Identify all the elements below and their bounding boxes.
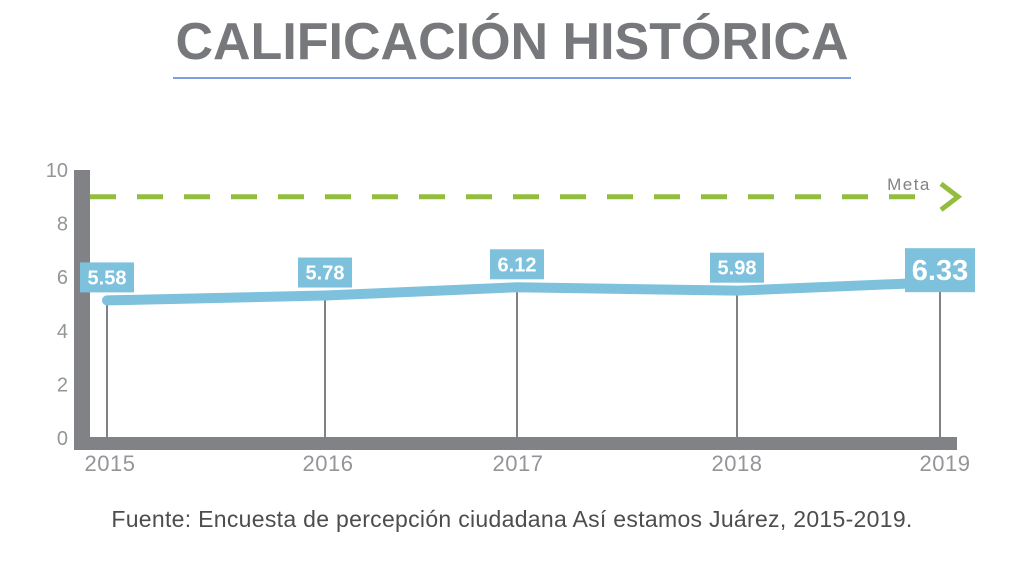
data-label: 5.58 bbox=[88, 267, 127, 289]
x-tick-label: 2019 bbox=[920, 451, 971, 476]
goal-arrow-icon bbox=[939, 181, 963, 212]
page-title: CALIFICACIÓN HISTÓRICA bbox=[173, 13, 851, 80]
y-tick-label: 6 bbox=[57, 267, 68, 289]
data-label: 6.12 bbox=[498, 254, 537, 276]
data-label-box bbox=[905, 248, 975, 293]
x-tick-label: 2018 bbox=[712, 451, 763, 476]
y-axis-bar bbox=[74, 170, 90, 450]
y-tick-label: 0 bbox=[57, 428, 68, 450]
data-label: 5.78 bbox=[306, 263, 345, 285]
x-tick-label: 2016 bbox=[303, 451, 354, 476]
data-label: 5.98 bbox=[718, 258, 757, 280]
x-axis-bar bbox=[74, 437, 957, 450]
source-note: Fuente: Encuesta de percepción ciudadana… bbox=[111, 506, 913, 532]
title-area: CALIFICACIÓN HISTÓRICA bbox=[0, 0, 1024, 80]
x-tick-label: 2015 bbox=[85, 451, 136, 476]
y-tick-label: 8 bbox=[57, 214, 68, 236]
data-label-box bbox=[710, 252, 764, 283]
goal-label: Meta bbox=[887, 175, 931, 194]
data-label-box bbox=[298, 257, 352, 288]
score-line bbox=[102, 277, 945, 306]
y-tick-label: 2 bbox=[57, 374, 68, 396]
y-tick-label: 4 bbox=[57, 321, 68, 343]
data-label: 6.33 bbox=[912, 255, 968, 287]
data-label-box bbox=[490, 249, 544, 280]
data-label-box bbox=[80, 262, 134, 293]
y-tick-label: 10 bbox=[46, 160, 68, 182]
x-tick-label: 2017 bbox=[493, 451, 544, 476]
